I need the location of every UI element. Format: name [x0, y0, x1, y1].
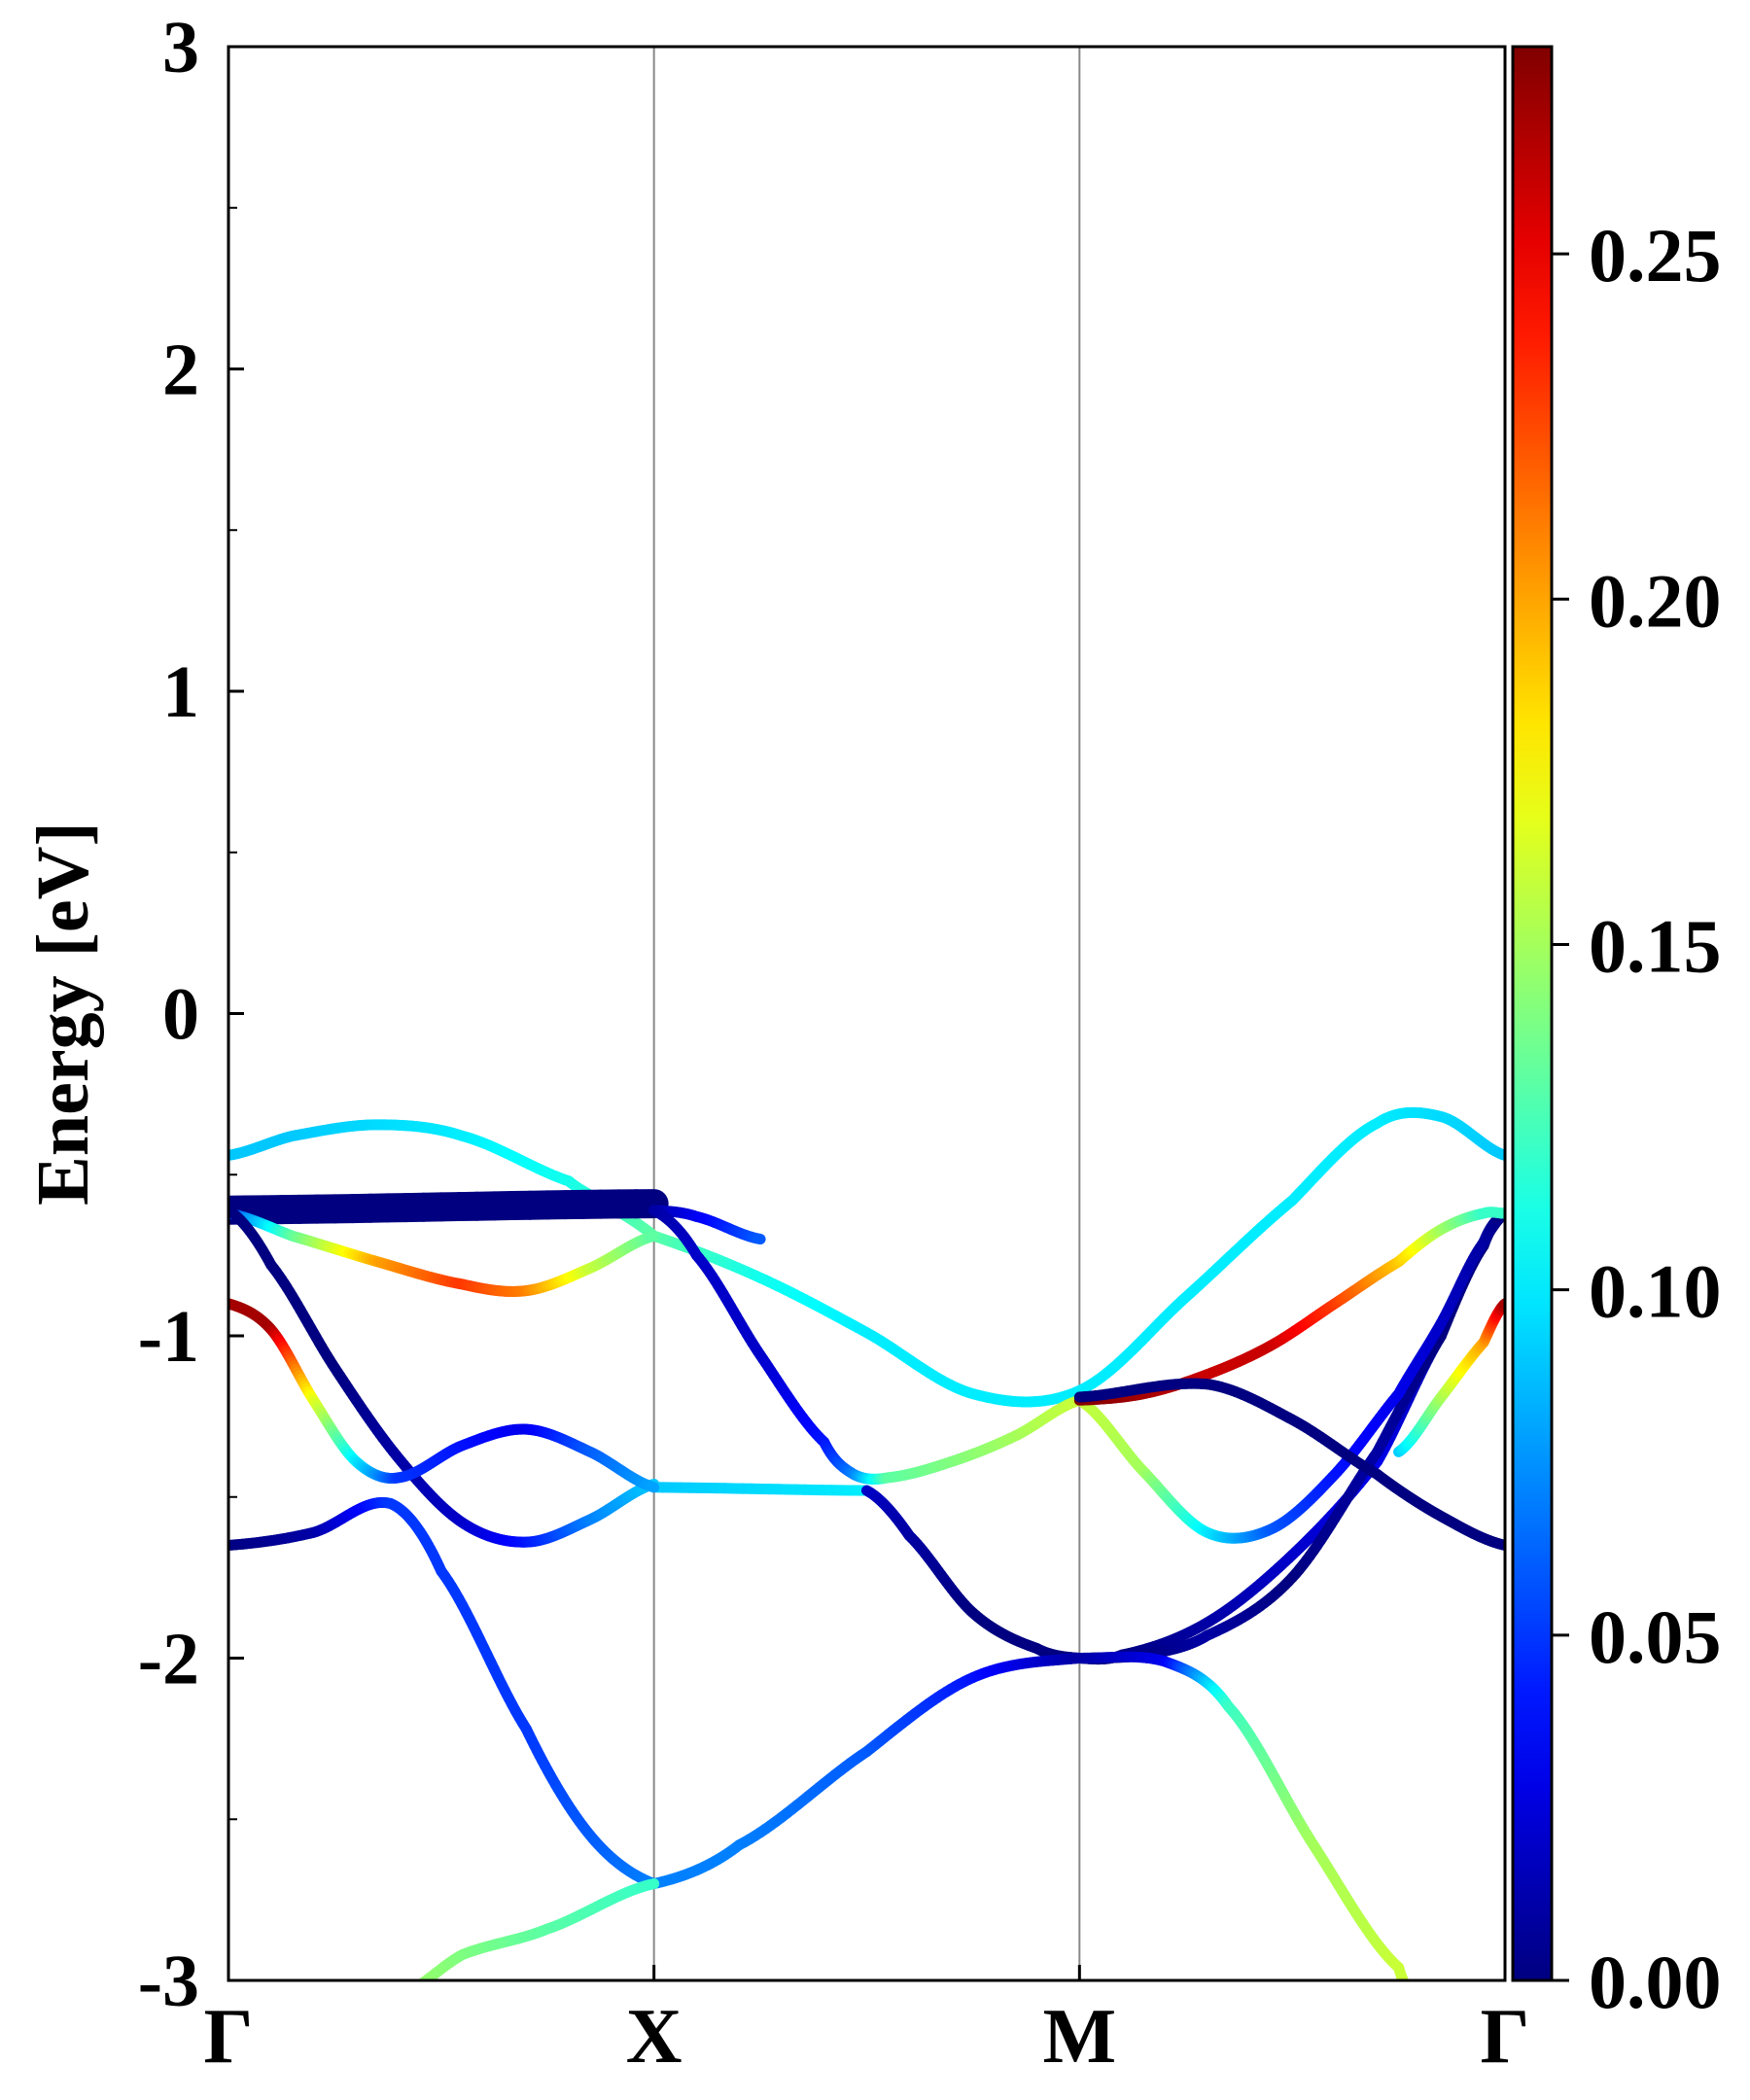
band-10 — [228, 1496, 660, 1890]
band-15 — [1073, 1378, 1505, 1551]
y-tick-label: 2 — [162, 330, 199, 411]
y-tick-label: 1 — [162, 651, 199, 733]
colorbar-tick-label: 0.00 — [1589, 1940, 1722, 2024]
band-segment — [646, 1230, 660, 1242]
band-segment — [1410, 1990, 1411, 1991]
y-tick-label: -3 — [138, 1941, 199, 2022]
band-17 — [399, 1878, 660, 1997]
band-segment — [646, 1481, 660, 1493]
band-segment — [406, 1992, 409, 1993]
band-8 — [1073, 1208, 1505, 1663]
band-segment — [409, 1990, 412, 1992]
band-segment — [1418, 1995, 1419, 1996]
band-segment — [399, 1996, 402, 1997]
y-tick-label: -1 — [138, 1296, 199, 1378]
colorbar: 0.00 0.05 0.10 0.15 0.20 0.25 — [1511, 45, 1722, 2024]
band-segment — [1407, 1986, 1408, 1987]
band-0 — [228, 1106, 1505, 1408]
band-segment — [1414, 1993, 1415, 1994]
y-axis-title: Energy [eV] — [22, 822, 104, 1206]
band-segment — [1413, 1992, 1414, 1993]
band-segment — [752, 1233, 766, 1245]
band-13 — [1073, 1208, 1505, 1544]
colorbar-tick-label: 0.05 — [1589, 1594, 1722, 1679]
band-segment — [1419, 1996, 1420, 1997]
plot-frame — [227, 45, 1507, 1982]
x-tick-label: Γ — [204, 1994, 254, 2080]
band-segment — [1411, 1991, 1412, 1992]
band-14 — [1073, 1207, 1505, 1406]
band-segment — [404, 1993, 407, 1994]
band-2 — [228, 1208, 660, 1297]
band-segment — [402, 1994, 404, 1995]
colorbar-tick-label: 0.15 — [1589, 903, 1722, 988]
colorbar-scale — [1511, 45, 1554, 1982]
band-segment — [1409, 1989, 1410, 1990]
band-segment — [1410, 1990, 1411, 1991]
band-segment — [1398, 1977, 1410, 1980]
band-16 — [1393, 1298, 1505, 1457]
band-6 — [648, 1482, 872, 1496]
band-12 — [1073, 1651, 1420, 1997]
band-9 — [228, 1298, 660, 1493]
band-11 — [648, 1653, 1085, 1890]
y-axis-ticks: -3 -2 -1 0 1 2 3 — [138, 7, 244, 2022]
band-segment — [1408, 1988, 1409, 1989]
band-segment — [1400, 1978, 1410, 1980]
colorbar-tick-label: 0.20 — [1589, 558, 1722, 643]
band-segment — [417, 1979, 423, 1980]
y-tick-label: 0 — [162, 974, 199, 1056]
bands — [228, 1106, 1505, 1997]
y-tick-label: 3 — [162, 7, 199, 88]
x-tick-label: M — [1043, 1994, 1117, 2080]
kpoint-gridlines — [652, 47, 1081, 1980]
colorbar-tick-label: 0.25 — [1589, 213, 1722, 298]
x-tick-label: X — [626, 1994, 682, 2080]
band-segment — [1412, 1992, 1413, 1993]
band-1 — [228, 1189, 669, 1225]
band-segment — [644, 1878, 660, 1891]
colorbar-tick-label: 0.10 — [1589, 1249, 1722, 1334]
band-segment — [414, 1987, 417, 1989]
band-segment — [1403, 1979, 1409, 1980]
y-tick-label: -2 — [138, 1619, 199, 1700]
band-segment — [412, 1988, 415, 1990]
band-segment — [417, 1978, 428, 1980]
band-4 — [228, 1205, 660, 1548]
band-5 — [648, 1205, 1085, 1485]
x-tick-label: Γ — [1481, 1994, 1530, 2080]
